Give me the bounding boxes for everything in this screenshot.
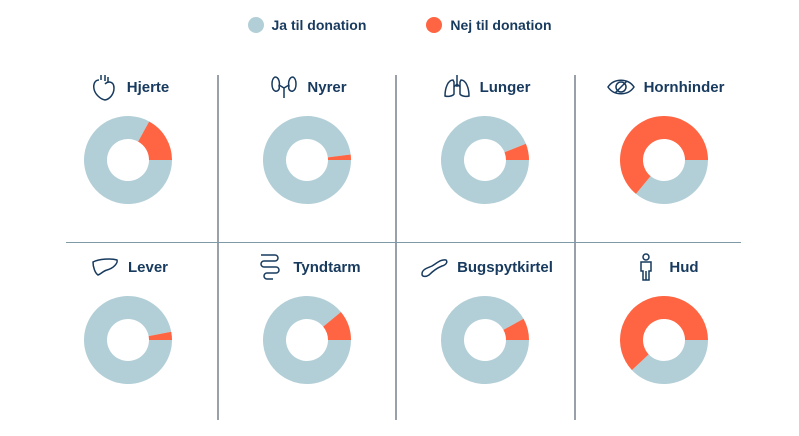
eye-icon — [606, 79, 635, 95]
slice-nej — [148, 331, 172, 340]
organ-cell-hjerte: Hjerte — [40, 66, 218, 236]
slice-ja — [263, 116, 351, 204]
organ-cell-bugspytkirtel: Bugspytkirtel — [397, 246, 575, 416]
divider — [574, 75, 576, 420]
organ-label: Lunger — [479, 78, 531, 96]
organ-label: Hornhinder — [643, 78, 725, 96]
slice-nej — [620, 296, 708, 371]
organ-label: Lever — [127, 258, 169, 276]
divider — [395, 75, 397, 420]
slice-ja — [84, 296, 172, 384]
slice-ja — [441, 116, 529, 204]
donut-chart — [441, 116, 529, 204]
slice-nej — [620, 116, 708, 194]
intestine-icon — [260, 254, 281, 280]
pancreas-icon — [421, 259, 448, 278]
slice-nej — [504, 143, 529, 160]
donut-chart — [263, 116, 351, 204]
legend-label-nej: Nej til donation — [450, 17, 552, 33]
legend-label-ja: Ja til donation — [271, 17, 367, 33]
slice-nej — [327, 154, 351, 160]
organ-label: Bugspytkirtel — [457, 258, 553, 276]
donut-chart — [263, 296, 351, 384]
legend-item-ja: Ja til donation — [247, 17, 367, 33]
divider — [217, 75, 219, 420]
slice-nej — [138, 121, 172, 160]
organ-cell-lever: Lever — [40, 246, 218, 416]
liver-icon — [92, 258, 118, 276]
organ-label: Nyrer — [307, 78, 347, 96]
organ-title: Lunger — [397, 72, 575, 102]
donut-chart — [441, 296, 529, 384]
organ-label: Tyndtarm — [293, 258, 361, 276]
legend-swatch-ja — [247, 17, 264, 33]
slice-ja — [441, 296, 529, 384]
divider — [66, 242, 741, 243]
organ-title: Tyndtarm — [219, 252, 397, 282]
organ-cell-hud: Hud — [576, 246, 754, 416]
organ-label: Hud — [669, 258, 699, 276]
organ-label: Hjerte — [126, 78, 170, 96]
organ-cell-nyrer: Nyrer — [219, 66, 397, 236]
slice-ja — [635, 160, 708, 204]
organ-title: Bugspytkirtel — [397, 252, 575, 282]
slice-ja — [631, 340, 708, 384]
slice-nej — [323, 311, 351, 340]
organ-cell-hornhinder: Hornhinder — [576, 66, 754, 236]
donut-chart — [84, 296, 172, 384]
organ-cell-lunger: Lunger — [397, 66, 575, 236]
heart-icon — [92, 75, 115, 101]
donut-chart — [620, 116, 708, 204]
person-icon — [640, 253, 653, 281]
slice-nej — [503, 318, 529, 340]
legend: Ja til donation Nej til donation — [0, 17, 799, 33]
kidneys-icon — [271, 76, 298, 98]
organ-title: Hjerte — [40, 72, 218, 102]
donut-chart — [620, 296, 708, 384]
donut-chart — [84, 116, 172, 204]
organ-cell-tyndtarm: Tyndtarm — [219, 246, 397, 416]
slice-ja — [263, 296, 351, 384]
legend-swatch-nej — [426, 17, 443, 33]
organ-title: Hud — [576, 252, 754, 282]
legend-item-nej: Nej til donation — [426, 17, 552, 33]
slice-ja — [84, 116, 172, 204]
lungs-icon — [443, 75, 470, 98]
organ-title: Hornhinder — [576, 72, 754, 102]
organ-title: Lever — [40, 252, 218, 282]
organ-title: Nyrer — [219, 72, 397, 102]
